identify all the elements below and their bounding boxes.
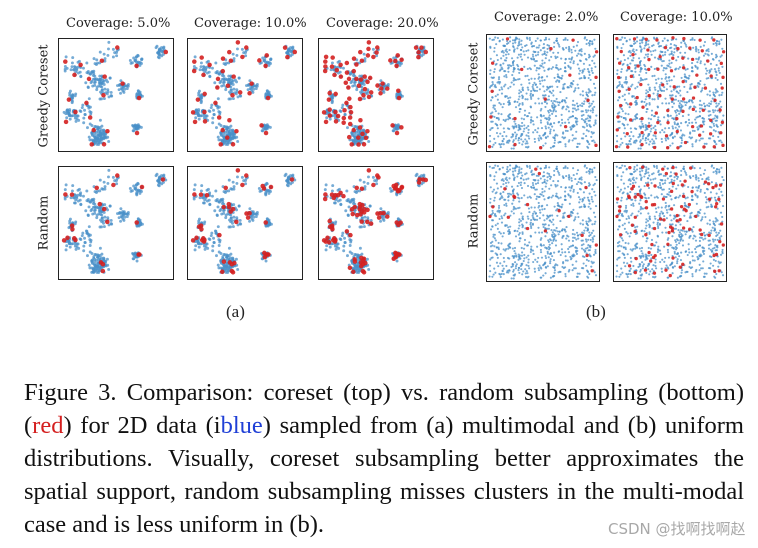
- subfigure-label-a: (a): [226, 302, 245, 321]
- panel-a-random-10: [187, 166, 303, 280]
- scatter-plot: [615, 164, 725, 280]
- col-header-b-2: Coverage: 10.0%: [620, 10, 733, 25]
- scatter-plot: [62, 40, 169, 147]
- panel-a-coreset-5: [58, 38, 174, 152]
- panel-a-coreset-10: [187, 38, 303, 152]
- watermark: CSDN @找啊找啊赵: [608, 520, 746, 538]
- col-header-a-1: Coverage: 5.0%: [66, 16, 171, 31]
- scatter-plot: [190, 40, 298, 147]
- panel-b-coreset-10: [613, 34, 727, 152]
- row-label-a-coreset: Greedy Coreset: [36, 44, 52, 148]
- panel-a-random-20: [318, 166, 434, 280]
- caption-middle: ) for 2D data (i: [63, 412, 221, 439]
- row-label-b-coreset: Greedy Coreset: [466, 42, 482, 146]
- panel-b-random-2: [486, 162, 600, 282]
- scatter-plot: [321, 168, 429, 275]
- caption-prefix: Figure 3. Comparison: coreset (top) vs. …: [24, 379, 744, 439]
- scatter-plot: [488, 164, 598, 280]
- figure-caption: Figure 3. Comparison: coreset (top) vs. …: [24, 376, 744, 541]
- panel-a-random-5: [58, 166, 174, 280]
- scatter-plot: [190, 168, 297, 275]
- caption-suffix: ) sampled from (a) multimodal and (b) un…: [24, 412, 744, 538]
- col-header-a-3: Coverage: 20.0%: [326, 16, 439, 31]
- scatter-plot: [61, 168, 168, 274]
- panel-a-coreset-20: [318, 38, 434, 152]
- scatter-plot: [614, 36, 726, 150]
- col-header-a-2: Coverage: 10.0%: [194, 16, 307, 31]
- scatter-plot: [321, 40, 429, 147]
- panel-b-random-10: [613, 162, 727, 282]
- row-label-a-random: Random: [36, 195, 52, 251]
- subfigure-label-b: (b): [586, 302, 606, 321]
- caption-blue-word: blue: [220, 412, 263, 439]
- caption-red-word: red: [32, 412, 64, 439]
- row-label-b-random: Random: [466, 193, 482, 249]
- panel-b-coreset-2: [486, 34, 600, 152]
- scatter-plot: [487, 36, 599, 150]
- col-header-b-1: Coverage: 2.0%: [494, 10, 599, 25]
